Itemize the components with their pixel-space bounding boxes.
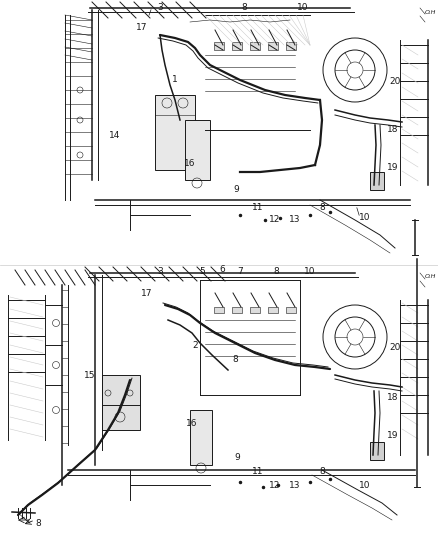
Bar	[214, 42, 224, 50]
Text: 12: 12	[269, 481, 281, 490]
Text: 18: 18	[387, 392, 399, 401]
Bar	[268, 42, 278, 50]
Text: 8: 8	[319, 203, 325, 212]
Text: 5: 5	[199, 268, 205, 277]
Text: 6: 6	[219, 265, 225, 274]
Text: 10: 10	[297, 3, 309, 12]
Bar	[232, 42, 242, 50]
Text: 3: 3	[157, 3, 163, 12]
Text: 19: 19	[387, 431, 399, 440]
Text: 1: 1	[172, 76, 178, 85]
Bar	[190, 410, 212, 465]
Text: 10: 10	[359, 481, 371, 489]
Text: 13: 13	[289, 215, 301, 224]
Text: 20: 20	[389, 77, 401, 86]
Text: 16: 16	[186, 418, 198, 427]
Text: 19: 19	[387, 164, 399, 173]
Text: 15: 15	[84, 370, 96, 379]
Text: 9: 9	[233, 185, 239, 195]
Text: 2: 2	[192, 341, 198, 350]
Text: 8: 8	[232, 356, 238, 365]
Bar	[214, 307, 224, 313]
Text: 12: 12	[269, 215, 281, 224]
Bar	[286, 42, 296, 50]
Bar	[370, 172, 384, 190]
Text: 20: 20	[389, 343, 401, 351]
Text: 17: 17	[136, 23, 148, 33]
Text: 8: 8	[319, 467, 325, 477]
Bar	[268, 307, 278, 313]
Text: 7: 7	[237, 268, 243, 277]
Bar	[370, 442, 384, 460]
Text: 11: 11	[252, 203, 264, 212]
Text: 3: 3	[157, 268, 163, 277]
Bar	[102, 375, 140, 430]
Text: O.H: O.H	[424, 274, 436, 279]
Text: 10: 10	[359, 214, 371, 222]
Text: O.H: O.H	[424, 10, 436, 14]
Bar	[185, 120, 210, 180]
Bar	[250, 42, 260, 50]
Bar	[155, 95, 195, 170]
Text: 13: 13	[289, 481, 301, 490]
Text: 8: 8	[35, 519, 41, 528]
Text: 10: 10	[304, 268, 316, 277]
Bar	[250, 307, 260, 313]
Bar	[232, 307, 242, 313]
Text: 17: 17	[141, 288, 153, 297]
Text: 14: 14	[110, 131, 121, 140]
Text: 9: 9	[234, 454, 240, 463]
Text: 8: 8	[241, 3, 247, 12]
Text: 8: 8	[273, 268, 279, 277]
Text: 11: 11	[252, 467, 264, 477]
Bar	[286, 307, 296, 313]
Text: 18: 18	[387, 125, 399, 134]
Text: 16: 16	[184, 158, 196, 167]
